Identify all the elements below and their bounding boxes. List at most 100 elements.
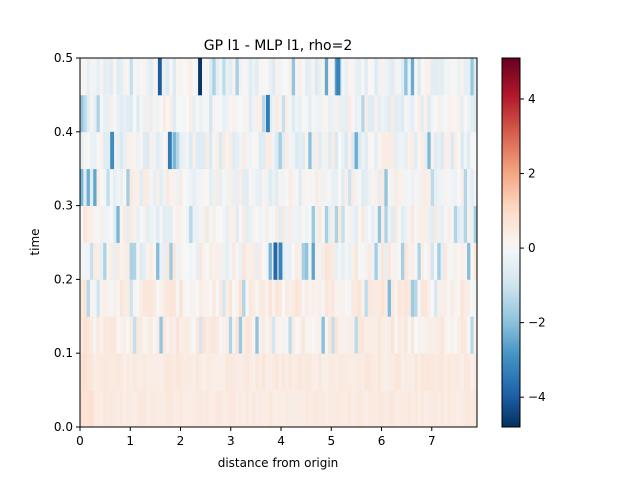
heatmap-cell: [248, 168, 253, 206]
heatmap-cell: [404, 131, 408, 170]
heatmap-cell: [149, 353, 154, 391]
heatmap-cell: [288, 168, 293, 206]
heatmap-cell: [146, 242, 150, 280]
heatmap-cell: [314, 58, 319, 96]
heatmap-cell: [433, 58, 438, 96]
heatmap-cell: [132, 353, 137, 391]
heatmap-cell: [93, 353, 97, 391]
heatmap-cell: [258, 58, 263, 96]
heatmap-cell: [288, 353, 293, 391]
heatmap-cell: [142, 390, 147, 428]
heatmap-cell: [390, 94, 395, 133]
heatmap-cell: [252, 242, 256, 280]
heatmap-cell: [146, 390, 150, 428]
heatmap-cell: [331, 94, 336, 133]
heatmap-cell: [119, 58, 124, 96]
heatmap-cell: [96, 131, 101, 170]
heatmap-cell: [334, 94, 339, 133]
heatmap-cell: [298, 316, 303, 354]
heatmap-cell: [99, 94, 104, 133]
heatmap-cell: [222, 279, 226, 317]
heatmap-cell: [149, 279, 154, 317]
x-tick-label: 0: [76, 434, 84, 448]
heatmap-cell: [298, 168, 303, 206]
heatmap-cell: [189, 390, 193, 428]
heatmap-cell: [212, 168, 217, 206]
heatmap-cell: [301, 168, 306, 206]
heatmap-cell: [136, 316, 140, 354]
heatmap-cell: [89, 353, 94, 391]
heatmap-cell: [334, 205, 339, 243]
heatmap-cell: [430, 316, 435, 354]
heatmap-cell: [285, 390, 289, 428]
heatmap-cell: [361, 279, 365, 317]
heatmap-cell: [185, 279, 190, 317]
heatmap-cell: [447, 168, 451, 206]
heatmap-cell: [169, 279, 174, 317]
heatmap-cell: [424, 58, 428, 96]
heatmap-cell: [437, 131, 442, 170]
heatmap-cell: [304, 279, 309, 317]
heatmap-cell: [248, 353, 253, 391]
heatmap-cell: [281, 353, 286, 391]
heatmap-cell: [132, 316, 137, 354]
heatmap-cell: [149, 58, 154, 96]
heatmap-cell: [443, 390, 448, 428]
heatmap-cell: [347, 279, 352, 317]
heatmap-cell: [281, 168, 286, 206]
heatmap-cell: [374, 58, 379, 96]
heatmap-cell: [116, 279, 121, 317]
heatmap-cell: [318, 168, 322, 206]
heatmap-cell: [351, 316, 355, 354]
heatmap-spike-cell: [336, 58, 341, 96]
colorbar-tick-label: −4: [528, 390, 546, 404]
heatmap-cell: [195, 242, 200, 280]
heatmap-cell: [162, 58, 167, 96]
heatmap-cell: [228, 390, 233, 428]
heatmap-cell: [331, 316, 336, 354]
heatmap-cell: [331, 168, 336, 206]
heatmap-cell: [384, 242, 389, 280]
heatmap-cell: [96, 353, 101, 391]
heatmap-cell: [202, 205, 207, 243]
heatmap-cell: [159, 316, 164, 354]
heatmap-cell: [433, 131, 438, 170]
heatmap-cell: [261, 390, 266, 428]
heatmap-cell: [463, 390, 468, 428]
heatmap-cell: [417, 94, 422, 133]
heatmap-cell: [275, 94, 279, 133]
heatmap-cell: [123, 353, 127, 391]
heatmap-cell: [298, 390, 303, 428]
heatmap-cell: [367, 279, 372, 317]
heatmap-cell: [268, 390, 273, 428]
heatmap-cell: [341, 316, 346, 354]
heatmap-cell: [463, 94, 468, 133]
heatmap-cell: [142, 168, 147, 206]
heatmap-cell: [232, 205, 236, 243]
heatmap-cell: [142, 316, 147, 354]
heatmap-cell: [156, 242, 160, 280]
heatmap-cell: [119, 94, 124, 133]
heatmap-cell: [209, 316, 213, 354]
heatmap-cell: [172, 168, 177, 206]
heatmap-cell: [288, 390, 293, 428]
heatmap-cell: [443, 131, 448, 170]
heatmap-cell: [123, 205, 127, 243]
heatmap-cell: [430, 94, 435, 133]
heatmap-cell: [347, 168, 352, 206]
heatmap-cell: [298, 94, 303, 133]
heatmap-cell: [463, 131, 468, 170]
heatmap-cell: [271, 94, 276, 133]
heatmap-cell: [440, 242, 445, 280]
heatmap-cell: [457, 390, 461, 428]
heatmap-cell: [410, 390, 415, 428]
heatmap-cell: [453, 168, 458, 206]
heatmap-cell: [407, 94, 412, 133]
heatmap-cell: [473, 205, 478, 243]
heatmap-cell: [228, 279, 233, 317]
heatmap-cell: [295, 58, 299, 96]
heatmap-cell: [172, 242, 177, 280]
heatmap-cell: [295, 316, 299, 354]
heatmap-cell: [80, 205, 84, 243]
heatmap-cell: [420, 168, 425, 206]
